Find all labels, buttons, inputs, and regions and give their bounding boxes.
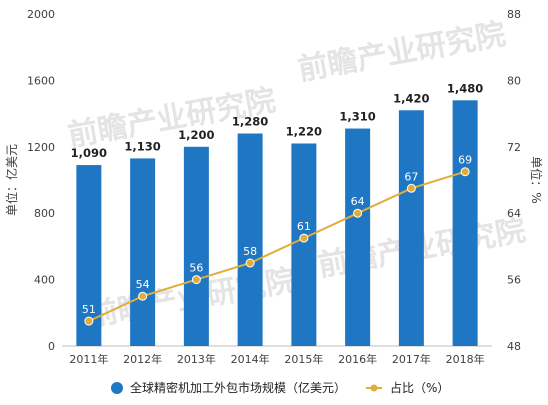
line-point-4	[245, 258, 255, 268]
line-value-label: 64	[351, 195, 365, 208]
bar-value-label: 1,220	[286, 124, 322, 138]
x-tick-label: 2011年	[69, 352, 108, 366]
x-tick-label: 2016年	[338, 352, 377, 366]
bar-2	[130, 158, 156, 346]
line-point-3	[191, 275, 201, 285]
legend-bar-marker	[111, 382, 123, 394]
right-tick-label: 80	[507, 74, 521, 87]
line-value-label: 69	[458, 154, 472, 167]
bar-4	[237, 133, 263, 346]
line-point-7	[406, 183, 416, 193]
share-line	[88, 170, 466, 323]
line-point-6	[353, 208, 363, 218]
x-tick-label: 2015年	[284, 352, 323, 366]
left-tick-label: 800	[34, 207, 55, 220]
line-point-2	[138, 291, 148, 301]
right-axis-title: 单位：%	[529, 156, 544, 203]
watermark-2: 前瞻产业研究院	[295, 17, 508, 88]
x-tick-label: 2018年	[446, 352, 485, 366]
bar-value-label: 1,280	[232, 115, 268, 129]
right-tick-label: 64	[507, 207, 521, 220]
bar-value-label: 1,130	[124, 139, 160, 153]
bar-6	[345, 128, 371, 346]
right-tick-label: 48	[507, 340, 521, 353]
x-tick-label: 2012年	[123, 352, 162, 366]
line-value-label: 58	[243, 245, 257, 258]
line-value-label: 67	[404, 170, 418, 183]
right-tick-label: 88	[507, 8, 521, 21]
line-point-1	[84, 316, 94, 326]
bar-3	[183, 146, 209, 346]
line-value-label: 54	[136, 278, 150, 291]
bar-value-label: 1,200	[178, 128, 214, 142]
left-axis-title: 单位：亿美元	[4, 144, 19, 216]
left-tick-label: 400	[34, 274, 55, 287]
bar-8	[452, 100, 478, 346]
x-tick-label: 2013年	[177, 352, 216, 366]
x-tick-label: 2014年	[231, 352, 270, 366]
right-tick-label: 56	[507, 274, 521, 287]
left-tick-label: 1200	[27, 141, 55, 154]
left-tick-label: 0	[48, 340, 55, 353]
bar-value-label: 1,420	[393, 91, 429, 105]
right-tick-label: 72	[507, 141, 521, 154]
line-value-label: 51	[82, 303, 96, 316]
bar-value-label: 1,480	[447, 81, 483, 95]
bar-7	[398, 110, 424, 346]
line-point-5	[299, 233, 309, 243]
legend-bar-label: 全球精密机加工外包市场规模（亿美元）	[130, 380, 346, 395]
line-value-label: 56	[189, 262, 203, 275]
line-value-label: 61	[297, 220, 311, 233]
line-point-8	[460, 167, 470, 177]
left-tick-label: 1600	[27, 74, 55, 87]
bar-value-label: 1,090	[71, 146, 107, 160]
bar-5	[291, 143, 317, 346]
bar-value-label: 1,310	[339, 110, 375, 124]
legend-line-marker	[370, 384, 378, 392]
left-tick-label: 2000	[27, 8, 55, 21]
x-tick-label: 2017年	[392, 352, 431, 366]
legend-line-label: 占比（%）	[390, 380, 449, 395]
bar-1	[76, 165, 102, 346]
